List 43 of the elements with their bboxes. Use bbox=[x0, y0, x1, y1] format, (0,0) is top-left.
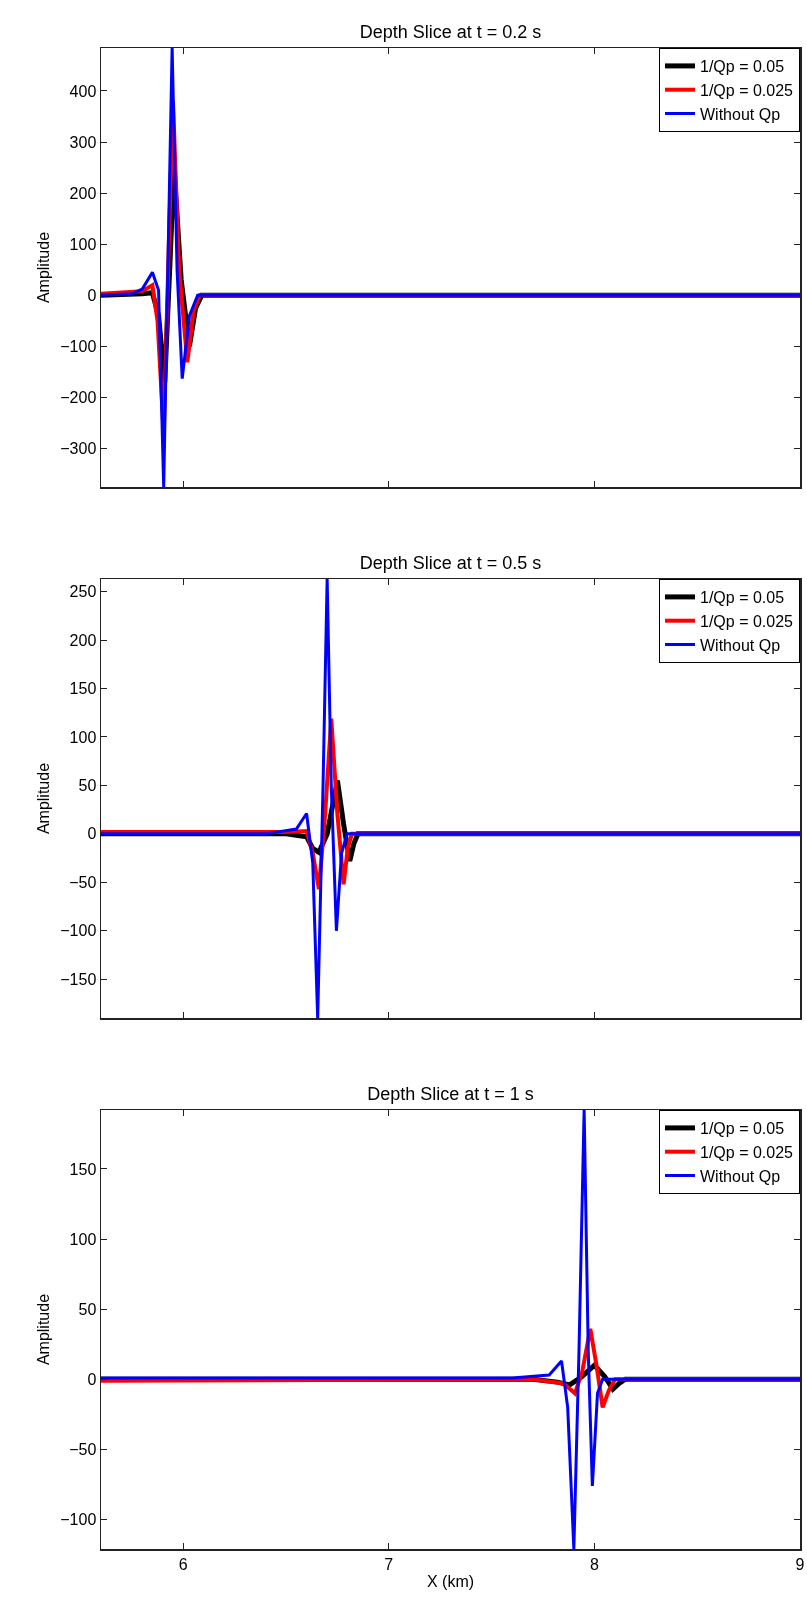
legend-label: Without Qp bbox=[700, 636, 781, 654]
y-tick-label: 400 bbox=[69, 82, 97, 100]
y-tick-label: 150 bbox=[69, 680, 97, 698]
y-tick-label: 100 bbox=[69, 728, 97, 746]
x-tick-label: 6 bbox=[178, 1555, 188, 1573]
y-tick-label: −150 bbox=[60, 970, 97, 988]
y-tick-label: 200 bbox=[69, 184, 97, 202]
y-tick-label: −50 bbox=[69, 1441, 97, 1459]
y-tick-label: −100 bbox=[60, 1511, 97, 1529]
y-tick-label: 100 bbox=[69, 1230, 97, 1248]
x-tick-label: 9 bbox=[795, 1555, 805, 1573]
y-tick-label: −100 bbox=[60, 922, 97, 940]
y-axis-title: Amplitude bbox=[35, 1293, 53, 1366]
y-tick-label: 50 bbox=[78, 777, 97, 795]
y-tick-label: −300 bbox=[60, 440, 97, 458]
legend-label: 1/Qp = 0.025 bbox=[700, 1143, 794, 1161]
chart-title: Depth Slice at t = 0.2 s bbox=[359, 22, 542, 42]
y-tick-label: −200 bbox=[60, 389, 97, 407]
y-tick-label: 300 bbox=[69, 133, 97, 151]
legend-label: 1/Qp = 0.025 bbox=[700, 81, 794, 99]
y-tick-label: 0 bbox=[87, 1370, 97, 1388]
x-axis-title: X (km) bbox=[426, 1573, 475, 1591]
chart-title: Depth Slice at t = 1 s bbox=[367, 1084, 534, 1104]
legend-label: 1/Qp = 0.05 bbox=[700, 58, 785, 76]
y-tick-label: 200 bbox=[69, 631, 97, 649]
y-tick-label: 150 bbox=[69, 1160, 97, 1178]
y-axis-title: Amplitude bbox=[35, 231, 53, 304]
y-tick-label: 100 bbox=[69, 235, 97, 253]
chart-title: Depth Slice at t = 0.5 s bbox=[359, 553, 542, 573]
y-tick-label: −100 bbox=[60, 338, 97, 356]
y-axis-title: Amplitude bbox=[35, 762, 53, 835]
y-tick-label: 0 bbox=[87, 825, 97, 843]
x-tick-label: 7 bbox=[384, 1555, 394, 1573]
legend-label: 1/Qp = 0.05 bbox=[700, 589, 785, 607]
y-tick-label: −50 bbox=[69, 873, 97, 891]
legend-label: 1/Qp = 0.05 bbox=[700, 1120, 785, 1138]
y-tick-label: 50 bbox=[78, 1300, 97, 1318]
y-tick-label: 0 bbox=[87, 286, 97, 304]
x-tick-label: 8 bbox=[589, 1555, 599, 1573]
y-tick-label: 250 bbox=[69, 583, 97, 601]
legend-label: 1/Qp = 0.025 bbox=[700, 612, 794, 630]
legend-label: Without Qp bbox=[700, 105, 781, 123]
legend-label: Without Qp bbox=[700, 1167, 781, 1185]
